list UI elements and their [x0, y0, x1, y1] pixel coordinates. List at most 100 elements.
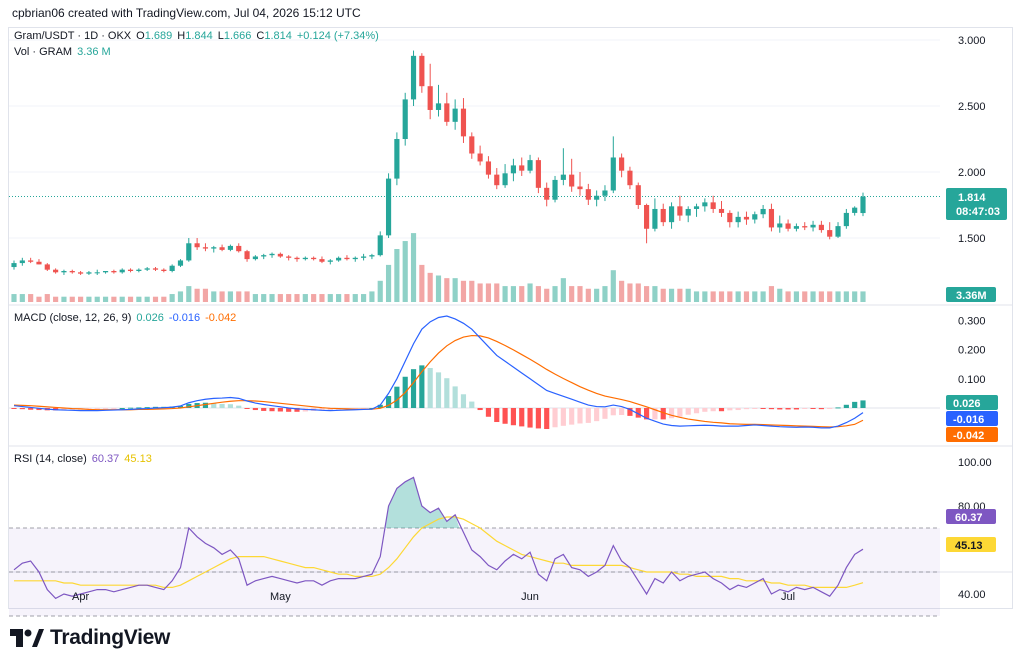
brand-name: TradingView [50, 626, 171, 649]
candle-body [302, 257, 308, 260]
macd-histogram-bar [435, 372, 442, 408]
candle-body [261, 255, 267, 257]
ohlc-low: L1.666 [217, 30, 252, 42]
macd-hist-tag [946, 395, 998, 410]
symbol-name[interactable]: Gram/USDT · 1D · OKX [14, 30, 132, 42]
candle-body [202, 247, 209, 249]
volume-legend[interactable]: Vol · GRAM 3.36 M [14, 46, 116, 58]
volume-bar [569, 286, 575, 302]
candle-body [860, 196, 866, 214]
macd-line-tag [946, 411, 998, 426]
candle-body [44, 264, 50, 270]
candle-body [760, 208, 766, 215]
volume-bar [560, 278, 566, 302]
candle-body [402, 99, 408, 139]
candle-body [119, 269, 125, 273]
volume-bar [19, 294, 25, 302]
tradingview-logo[interactable]: TradingView [10, 626, 170, 650]
macd-histogram-bar [61, 408, 67, 411]
macd-histogram-bar [327, 408, 333, 411]
candle-body [602, 190, 608, 196]
macd-histogram-bar [677, 408, 683, 417]
chart-credit-line: cpbrian06 created with TradingView.com, … [12, 6, 361, 20]
volume-bar [427, 272, 433, 302]
rsi-ma-value: 45.13 [124, 453, 152, 465]
ohlc-close: C1.814 [256, 30, 292, 42]
candle-body [28, 260, 34, 262]
macd-legend[interactable]: MACD (close, 12, 26, 9) 0.026 -0.016 -0.042 [14, 312, 241, 324]
macd-histogram-bar [710, 408, 716, 412]
candle-body [186, 243, 192, 261]
candle-body [244, 251, 250, 260]
chart-frame[interactable] [8, 27, 1013, 609]
candle-body [177, 260, 184, 266]
macd-histogram-bar [385, 396, 392, 408]
candle-body [469, 136, 475, 154]
volume-bar [477, 283, 483, 302]
symbol-legend[interactable]: Gram/USDT · 1D · OKX O1.689 H1.844 L1.666 C1… [14, 30, 384, 42]
volume-bar [452, 278, 458, 302]
price-tick-label: 2.500 [958, 101, 986, 113]
volume-bar [577, 286, 583, 302]
volume-bar [710, 291, 716, 302]
candle-body [344, 257, 350, 260]
time-axis-label: Jul [781, 591, 795, 603]
volume-bar [302, 294, 308, 302]
price-tick-label: 3.000 [958, 35, 986, 47]
time-axis-label: Apr [72, 591, 89, 603]
ohlc-change: +0.124 (+7.34%) [296, 30, 379, 42]
volume-bar [53, 296, 59, 302]
volume-bar [535, 286, 541, 302]
candle-body [535, 160, 541, 188]
volume-bar [286, 294, 292, 302]
volume-bar [552, 286, 558, 302]
candle-body [136, 269, 142, 271]
candle-body [619, 157, 625, 171]
candle-body [252, 256, 258, 260]
macd-histogram-bar [693, 408, 700, 414]
macd-histogram-bar [827, 408, 833, 409]
volume-bar [802, 291, 808, 302]
volume-bar [668, 288, 675, 302]
volume-bar [61, 296, 67, 302]
candle-body [510, 165, 516, 174]
candle-body [785, 223, 791, 229]
candle-body [610, 157, 616, 191]
macd-histogram-bar [743, 408, 750, 410]
candle-body [19, 260, 25, 264]
candle-body [377, 235, 383, 256]
volume-bar [827, 291, 833, 302]
candle-body [111, 271, 117, 273]
candle-body [127, 269, 134, 271]
macd-histogram-bar [127, 407, 134, 409]
macd-histogram-bar [793, 408, 799, 410]
rsi-label: RSI (14, close) [14, 453, 87, 465]
rsi-ma-tag [946, 537, 996, 552]
volume-bar [494, 283, 500, 302]
candle-body [219, 247, 225, 250]
volume-bar [677, 288, 683, 302]
volume-bar [444, 278, 450, 302]
volume-bar [727, 291, 733, 302]
rsi-tag [946, 509, 996, 524]
macd-histogram-bar [735, 408, 741, 411]
macd-histogram-bar [477, 408, 483, 411]
candle-body [652, 208, 658, 229]
macd-histogram-bar [485, 408, 492, 417]
candle-body [577, 186, 583, 190]
macd-histogram-bar [244, 408, 250, 409]
volume-bar [544, 288, 550, 302]
rsi-tick-label: 40.00 [958, 589, 986, 601]
rsi-legend[interactable]: RSI (14, close) 60.37 45.13 [14, 453, 157, 465]
macd-histogram-bar [860, 400, 866, 408]
macd-histogram-bar [610, 408, 616, 416]
volume-bar [519, 286, 525, 302]
volume-bar [294, 294, 300, 302]
candle-body [793, 226, 799, 229]
volume-bar [236, 291, 242, 302]
candle-body [768, 208, 775, 228]
candle-body [702, 202, 708, 207]
volume-bar [36, 296, 42, 302]
candle-body [286, 256, 292, 258]
